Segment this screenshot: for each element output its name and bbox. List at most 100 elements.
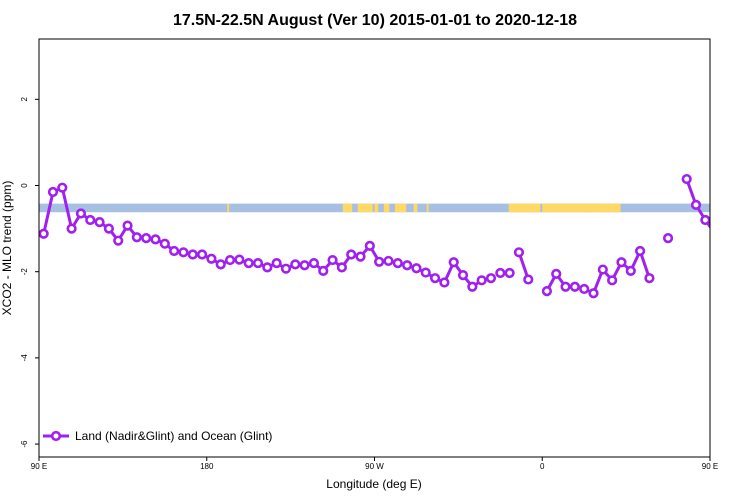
- data-point: [739, 225, 747, 233]
- data-point: [243, 257, 254, 269]
- data-point: [336, 262, 347, 273]
- plot-frame: [38, 38, 711, 458]
- data-point: [327, 254, 338, 266]
- y-tick-label: 0: [20, 183, 29, 188]
- legend: Land (Nadir&Glint) and Ocean (Glint): [43, 429, 272, 443]
- x-tick-label: 0: [540, 462, 545, 471]
- data-point: [206, 253, 217, 264]
- data-point: [729, 184, 737, 192]
- legend-marker-swatch: [50, 430, 62, 442]
- data-point: [66, 223, 77, 234]
- data-point: [252, 257, 264, 269]
- series-line: [685, 178, 710, 229]
- data-point: [169, 245, 180, 257]
- data-point: [523, 274, 534, 285]
- data-point: [720, 188, 728, 196]
- data-point: [551, 268, 562, 279]
- data-point: [318, 265, 329, 276]
- y-tick-label: -6: [20, 440, 29, 448]
- data-point: [271, 257, 282, 269]
- data-point: [280, 263, 292, 274]
- data-point: [141, 232, 152, 244]
- data-point: [150, 234, 161, 245]
- data-point: [131, 232, 142, 243]
- data-point: [457, 270, 469, 281]
- data-point: [541, 285, 553, 297]
- data-point: [383, 255, 394, 267]
- data-point: [402, 260, 413, 271]
- data-point: [355, 251, 366, 262]
- data-point: [607, 275, 618, 286]
- land-segment: [413, 203, 418, 213]
- data-point: [616, 257, 627, 268]
- x-axis-label: Longitude (deg E): [326, 477, 421, 491]
- data-point: [57, 182, 68, 193]
- data-point: [262, 262, 273, 273]
- data-point: [681, 173, 692, 185]
- data-point: [308, 257, 320, 269]
- data-point: [513, 247, 525, 258]
- data-point: [448, 257, 459, 268]
- data-point: [122, 220, 133, 231]
- data-point: [47, 186, 59, 198]
- x-axis: 90 E 180 90 W 0 90 E: [31, 457, 718, 471]
- y-axis-label: XCO2 - MLO trend (ppm): [0, 181, 14, 316]
- data-point: [290, 259, 301, 270]
- land-segment: [508, 203, 541, 213]
- data-point: [635, 245, 646, 257]
- y-tick-label: -4: [20, 354, 29, 362]
- data-point: [346, 249, 357, 260]
- land-ocean-band: [39, 203, 710, 213]
- land-segment: [426, 203, 429, 213]
- data-point: [374, 256, 385, 267]
- data-point: [411, 263, 422, 274]
- data-point: [39, 228, 49, 239]
- x-tick-label: 180: [200, 462, 214, 471]
- data-point: [429, 273, 441, 284]
- land-segment: [342, 203, 353, 213]
- data-point: [709, 230, 710, 235]
- data-point: [215, 259, 226, 270]
- data-point: [224, 254, 236, 266]
- data-point: [662, 232, 674, 244]
- data-point: [579, 283, 590, 295]
- series-layer: [39, 173, 747, 299]
- data-point: [700, 214, 710, 226]
- data-point: [159, 238, 170, 249]
- chart-title: 17.5N-22.5N August (Ver 10) 2015-01-01 t…: [173, 12, 577, 29]
- x-tick-label: 90 E: [31, 462, 47, 471]
- x-tick-label: 90 E: [702, 462, 718, 471]
- data-point: [103, 223, 114, 234]
- land-segment: [395, 203, 407, 213]
- data-point: [467, 281, 478, 292]
- data-point: [299, 260, 310, 271]
- data-point: [187, 249, 198, 260]
- data-point: [85, 214, 96, 226]
- x-tick-label: 90 W: [365, 462, 384, 471]
- data-point: [420, 267, 431, 278]
- data-point: [644, 273, 655, 284]
- land-segment: [357, 203, 373, 213]
- data-point: [504, 267, 515, 279]
- land-segment: [227, 203, 230, 213]
- data-point: [569, 281, 580, 292]
- y-axis: 2 0 -2 -4 -6: [20, 97, 39, 448]
- data-point: [113, 235, 124, 246]
- data-point: [485, 273, 497, 284]
- land-segment: [383, 203, 390, 213]
- legend-label: Land (Nadir&Glint) and Ocean (Glint): [75, 429, 272, 443]
- data-point: [75, 208, 87, 219]
- land-segment: [374, 203, 379, 213]
- data-point: [178, 247, 189, 258]
- data-point: [495, 267, 506, 279]
- y-tick-label: 2: [20, 97, 29, 102]
- data-point: [476, 275, 487, 286]
- data-point: [560, 281, 571, 292]
- data-point: [439, 277, 450, 288]
- data-point: [364, 240, 375, 251]
- data-point: [196, 249, 208, 260]
- data-point: [392, 257, 403, 269]
- data-point: [690, 199, 702, 211]
- data-point: [597, 264, 608, 275]
